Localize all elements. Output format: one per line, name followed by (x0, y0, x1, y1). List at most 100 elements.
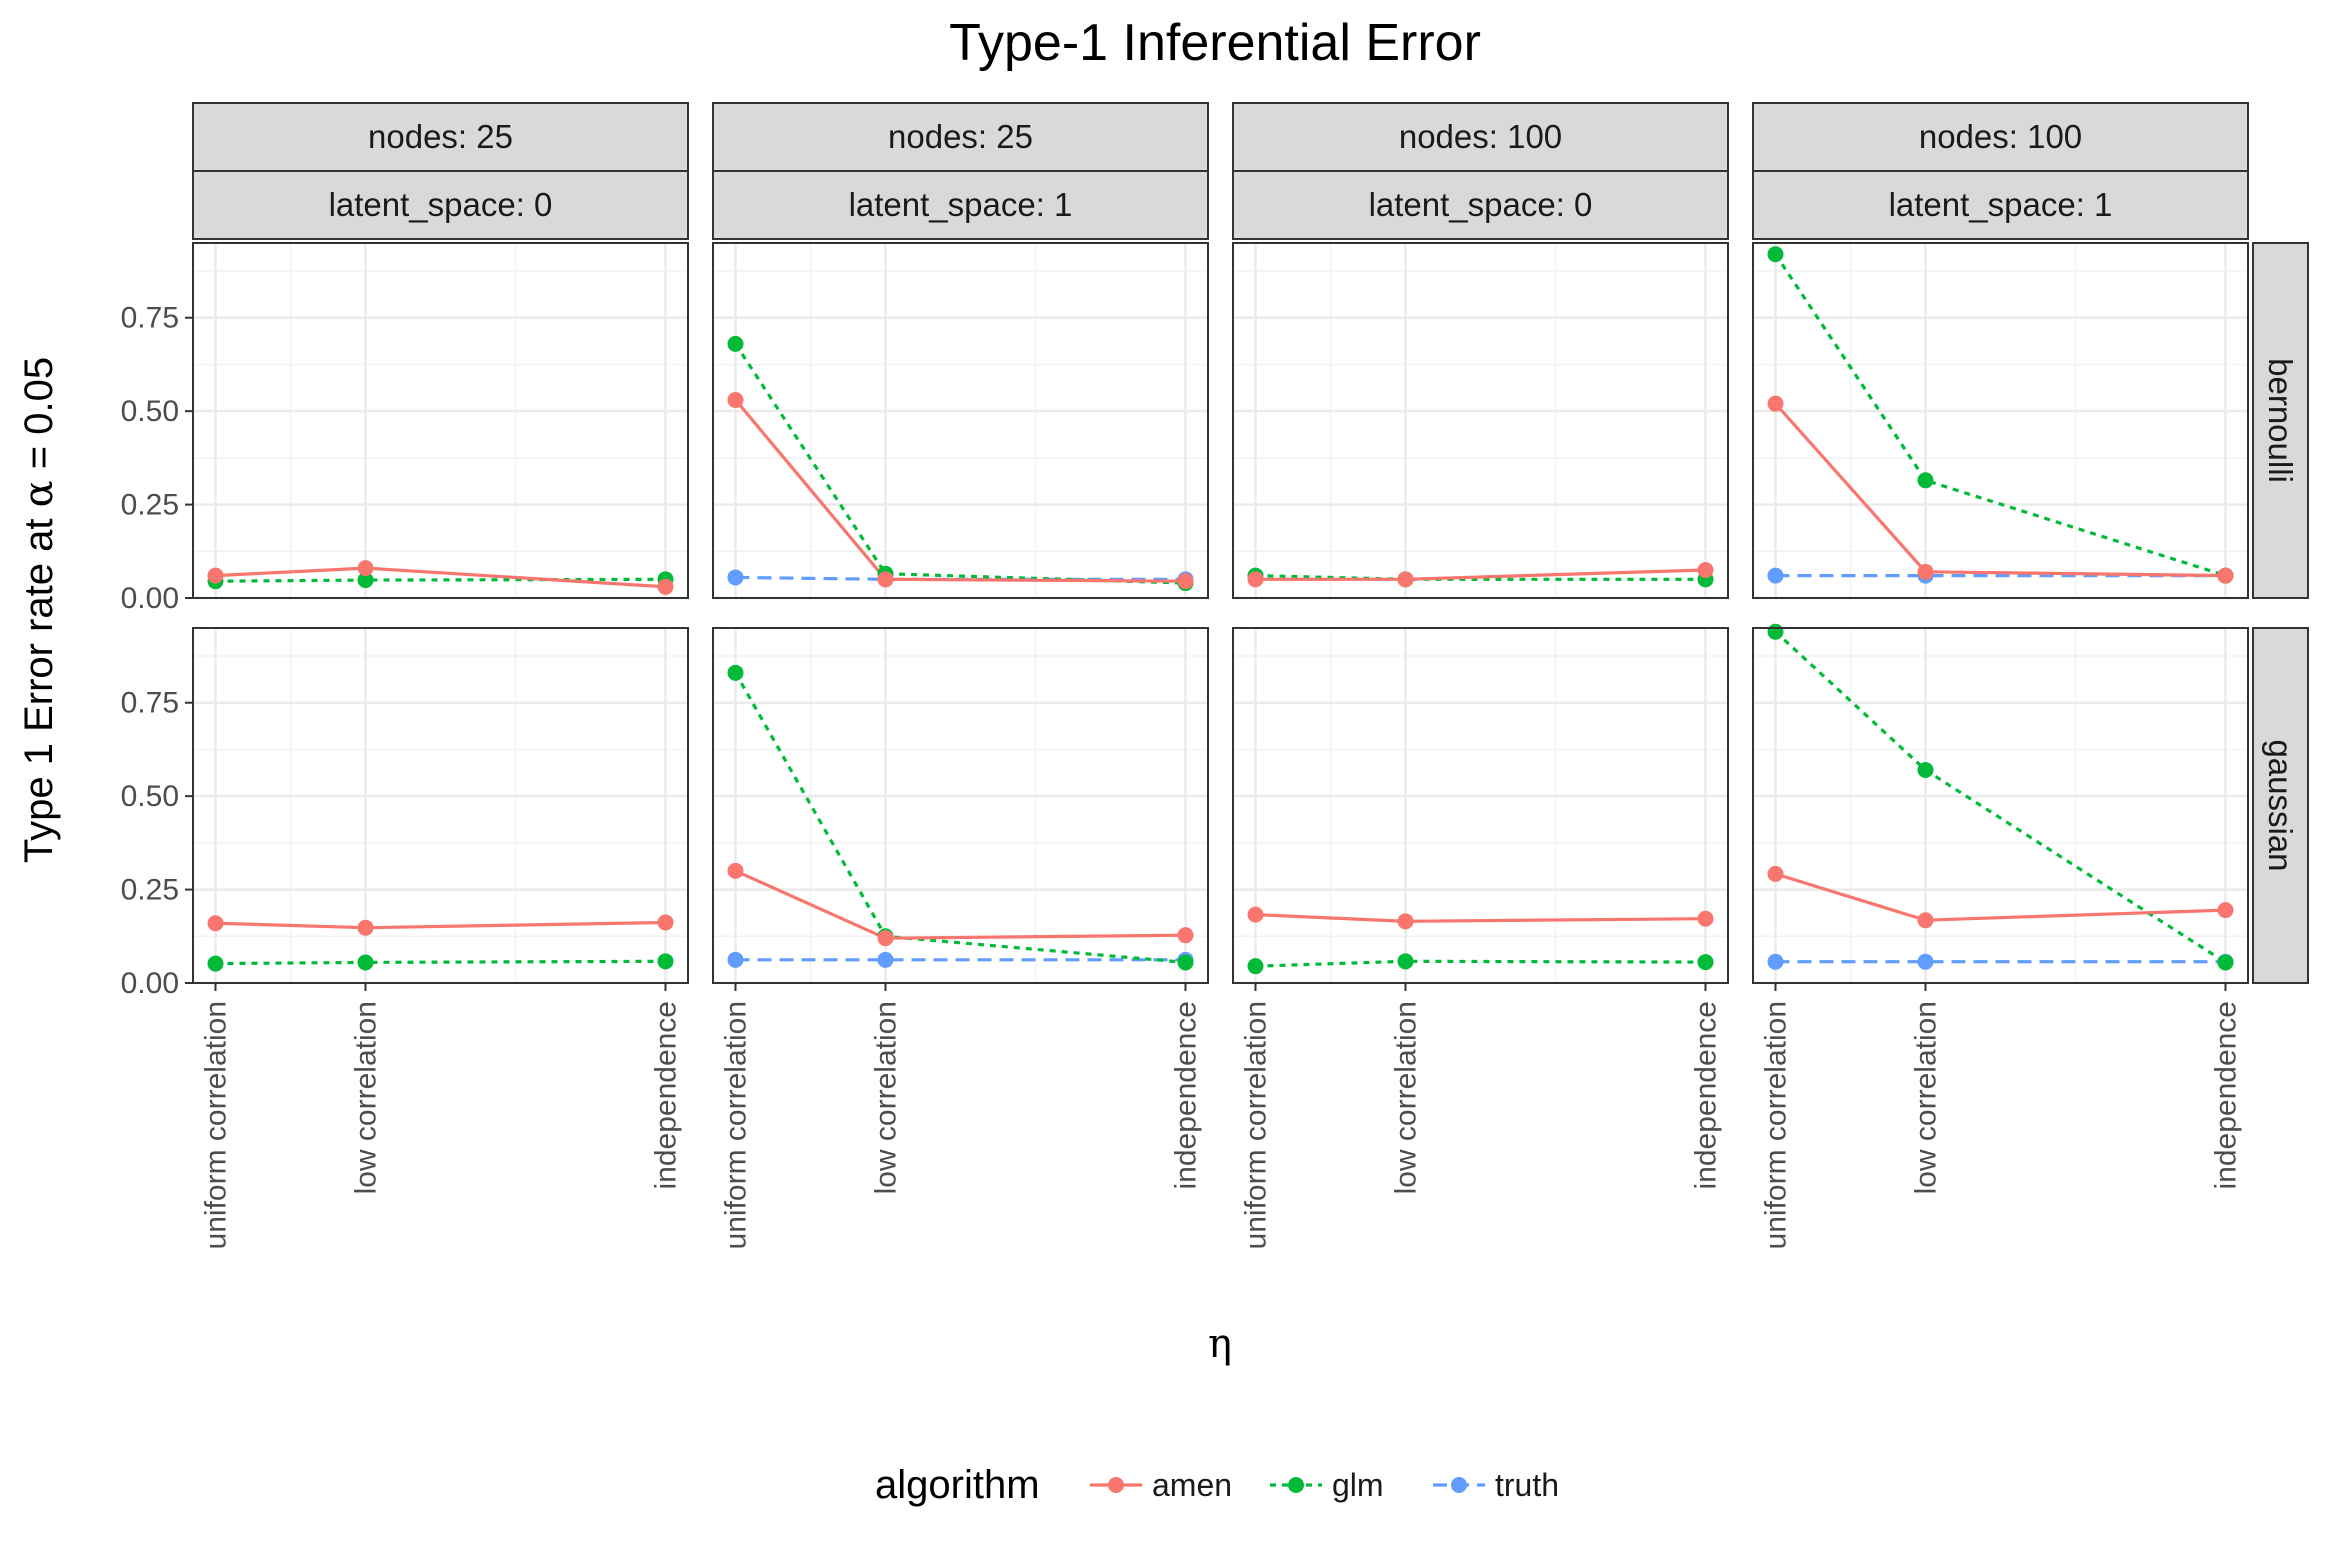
data-point-amen (1767, 395, 1784, 412)
data-point-amen (207, 567, 224, 584)
panel-background (193, 628, 688, 983)
strip-label-latent-space: latent_space: 1 (849, 186, 1073, 223)
data-point-amen (1917, 912, 1934, 929)
data-point-glm (2217, 954, 2234, 971)
x-tick-label: low correlation (1910, 1001, 1943, 1194)
strip-background (712, 170, 1209, 240)
y-tick-label: 0.25 (121, 489, 179, 522)
data-point-amen (877, 930, 894, 947)
y-tick-label: 0.50 (121, 780, 179, 813)
x-tick-label: low correlation (350, 1001, 383, 1194)
strip-background (1232, 170, 1729, 240)
data-point-amen (727, 862, 744, 879)
data-point-truth (727, 951, 744, 968)
x-tick-label: independence (1690, 1001, 1723, 1190)
chart-title: Type-1 Inferential Error (949, 14, 1481, 72)
data-point-glm (1397, 953, 1414, 970)
panel-border (192, 242, 689, 599)
legend-item-truth: truth (1433, 1467, 1559, 1503)
x-tick-label: independence (1170, 1001, 1203, 1190)
panel-background (713, 628, 1208, 983)
x-tick-label: independence (650, 1001, 683, 1190)
y-axis-title-symbol: α (16, 480, 62, 507)
legend-key-point (1288, 1477, 1304, 1493)
data-point-glm (1767, 623, 1784, 640)
panel-border (1232, 242, 1729, 599)
y-tick-label: 0.75 (121, 687, 179, 720)
series-line-truth (735, 575, 1186, 581)
strip-label-nodes: nodes: 100 (1399, 118, 1562, 155)
data-point-amen (2217, 902, 2234, 919)
series-line-glm (1255, 574, 1706, 581)
row-strip-1: bernoulli (2252, 242, 2309, 599)
strip-label-nodes: nodes: 100 (1919, 118, 2082, 155)
legend-item-glm: glm (1270, 1467, 1384, 1503)
legend-title: algorithm (875, 1463, 1040, 1507)
data-point-glm (1917, 762, 1934, 778)
x-tick-label: low correlation (1390, 1001, 1423, 1194)
y-axis-title-suffix: = 0.05 (17, 357, 61, 480)
series-line-glm (1774, 253, 2226, 578)
panel-r2-c3 (1232, 627, 1729, 985)
panel-border (712, 627, 1209, 984)
panel-border (712, 242, 1209, 599)
column-strip-2: nodes: 25 latent_space: 1 (712, 102, 1209, 240)
data-point-amen (357, 919, 374, 936)
y-tick-label: 0.00 (121, 967, 179, 1000)
data-point-amen (1697, 561, 1714, 578)
strip-label-nodes: nodes: 25 (368, 118, 513, 155)
panel-r2-c1 (192, 627, 689, 985)
x-tick-label: uniform correlation (720, 1001, 753, 1249)
data-point-amen (1767, 865, 1784, 882)
strip-label-family: bernoulli (2262, 358, 2299, 483)
panel-r2-c2 (712, 627, 1209, 985)
data-point-glm (727, 664, 744, 681)
data-point-amen (1247, 571, 1264, 588)
legend-key-point (1108, 1477, 1124, 1493)
strip-background (712, 102, 1209, 172)
data-point-glm (657, 953, 674, 970)
x-tick-label: uniform correlation (1760, 1001, 1793, 1249)
y-axis-title-prefix: Type 1 Error rate at (17, 507, 61, 863)
x-tick-label: independence (2210, 1001, 2243, 1190)
series-line-glm (215, 959, 666, 966)
data-point-glm (727, 335, 744, 352)
panel-border (192, 627, 689, 984)
data-point-amen (1247, 906, 1264, 923)
column-strip-1: nodes: 25 latent_space: 0 (192, 102, 689, 240)
strip-label-family: gaussian (2262, 739, 2299, 871)
panel-background (713, 243, 1208, 598)
strip-label-latent-space: latent_space: 1 (1889, 186, 2113, 223)
x-tick-label: uniform correlation (200, 1001, 233, 1249)
strip-background (1752, 102, 2249, 172)
panel-r1-c1 (192, 242, 689, 600)
column-strips: nodes: 25 latent_space: 0 nodes: 25 latent_… (192, 102, 2249, 240)
data-point-amen (1177, 573, 1194, 590)
data-point-amen (1397, 571, 1414, 588)
panel-r2-c4 (1752, 623, 2249, 985)
panel-border (1232, 627, 1729, 984)
data-point-glm (357, 954, 374, 971)
data-point-amen (1917, 563, 1934, 580)
panel-background (1753, 243, 2248, 598)
legend-label: amen (1152, 1467, 1232, 1503)
strip-label-latent-space: latent_space: 0 (329, 186, 553, 223)
strip-label-latent-space: latent_space: 0 (1369, 186, 1593, 223)
data-point-amen (877, 571, 894, 588)
data-point-glm (1177, 954, 1194, 971)
strip-background (1232, 102, 1729, 172)
row-strips: bernoulli gaussian (2252, 242, 2309, 984)
data-point-amen (207, 915, 224, 932)
data-point-amen (657, 578, 674, 595)
panel-border (1752, 627, 2249, 984)
y-axis-title: Type 1 Error rate at α = 0.05 (16, 357, 62, 863)
data-point-truth (1767, 953, 1784, 970)
data-point-glm (357, 572, 374, 589)
data-point-amen (1177, 927, 1194, 944)
data-point-amen (1397, 913, 1414, 930)
data-point-amen (727, 391, 744, 408)
legend-label: glm (1332, 1467, 1384, 1503)
data-point-truth (877, 951, 894, 968)
legend-label: truth (1495, 1467, 1559, 1503)
